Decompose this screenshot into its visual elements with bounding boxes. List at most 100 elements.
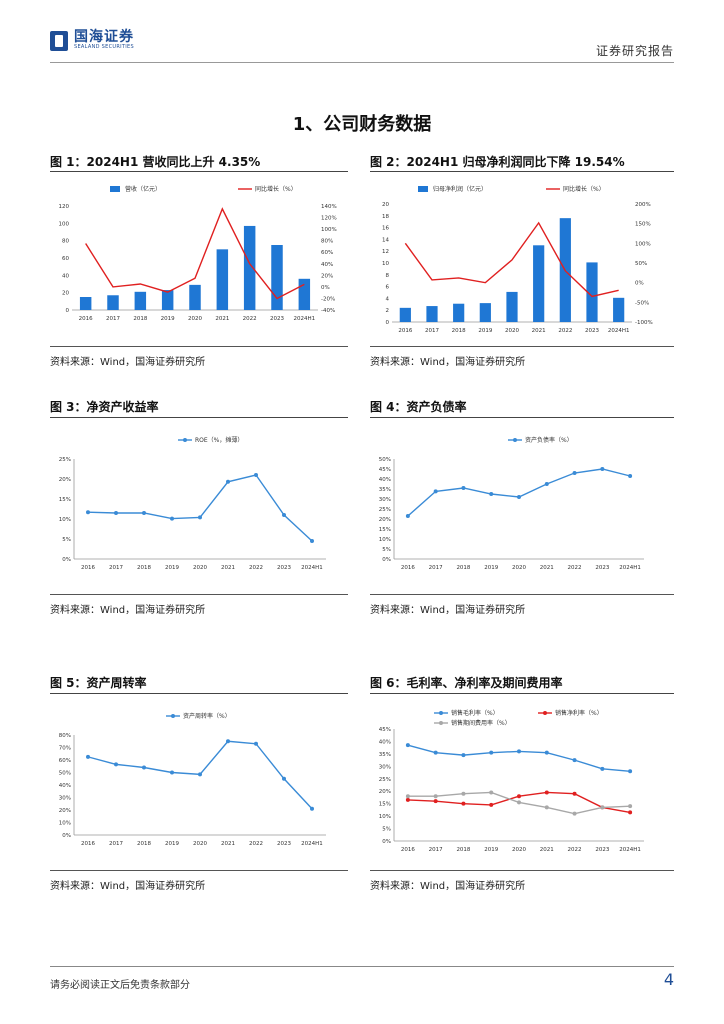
data-point [405, 797, 410, 802]
figure-2-title: 图 2：2024H1 归母净利润同比下降 19.54% [370, 155, 625, 169]
figure-3-bottom-rule [50, 594, 348, 595]
y-tick-label: 50% [379, 457, 391, 463]
data-point [544, 790, 549, 795]
figure-2-top-rule [370, 171, 674, 172]
y-tick-label: 40% [379, 477, 391, 483]
y-tick-label: 0% [382, 557, 391, 563]
y-tick-label: 35% [379, 752, 391, 758]
legend-label: 同比增长（%） [255, 185, 297, 193]
data-point [433, 750, 438, 755]
x-tick-label: 2016 [401, 847, 415, 853]
x-tick-label: 2016 [81, 841, 95, 847]
data-point [628, 769, 633, 774]
legend-label: 归母净利润（亿元） [433, 185, 487, 193]
bar [533, 245, 545, 322]
y-tick-label: 2 [386, 308, 390, 314]
x-tick-label: 2024H1 [294, 316, 316, 322]
y2-tick-label: 50% [635, 261, 647, 267]
data-point [433, 794, 438, 799]
x-tick-label: 2019 [161, 316, 175, 322]
data-point [198, 772, 202, 777]
x-tick-label: 2019 [165, 841, 179, 847]
y-tick-label: 10% [379, 814, 391, 820]
x-tick-label: 2021 [532, 328, 546, 334]
x-tick-label: 2017 [429, 847, 443, 853]
legend-label: 销售期间费用率（%） [451, 719, 511, 727]
x-tick-label: 2018 [456, 565, 470, 571]
x-tick-label: 2020 [193, 841, 207, 847]
y-tick-label: 18 [382, 214, 389, 220]
bar [134, 291, 147, 310]
y-tick-label: 25% [379, 507, 391, 513]
y-tick-label: 80% [59, 733, 71, 739]
chart-debt-ratio: 0% 5% 10% 15% 20% 25% 30% 35% 40% 45% 50% 2016 2017 2… [379, 436, 644, 571]
x-tick-label: 2024H1 [619, 565, 641, 571]
legend-label: 销售净利率（%） [555, 709, 603, 717]
company-logo: 国海证券 SEALAND SECURITIES [50, 30, 134, 51]
data-point [433, 489, 438, 494]
y-tick-label: 0 [66, 308, 70, 314]
bar [586, 262, 598, 322]
y-tick-label: 16 [382, 226, 389, 232]
data-point [226, 739, 230, 744]
legend-swatch [110, 186, 120, 192]
y2-tick-label: 0% [635, 281, 644, 287]
x-tick-label: 2017 [109, 565, 123, 571]
y-tick-label: 0% [62, 833, 71, 839]
data-point [489, 790, 494, 795]
x-tick-label: 2021 [221, 841, 235, 847]
y-tick-label: 15% [379, 527, 391, 533]
logo-cn-text: 国海证券 [74, 29, 134, 45]
figure-4-bottom-rule [370, 594, 674, 595]
data-point [86, 754, 90, 759]
y-tick-label: 0% [382, 839, 391, 845]
x-tick-label: 2018 [452, 328, 466, 334]
y-tick-label: 0% [62, 557, 71, 563]
bar [298, 278, 311, 310]
x-tick-label: 2024H1 [619, 847, 641, 853]
legend-marker [543, 711, 547, 715]
data-point [544, 805, 549, 810]
chart-asset-turnover: 0% 10% 20% 30% 40% 50% 60% 70% 80% 2016 2017 2018 20… [59, 712, 326, 847]
y-tick-label: 30% [59, 796, 71, 802]
legend-marker [183, 438, 187, 442]
y2-tick-label: 100% [321, 227, 337, 233]
bar [107, 295, 119, 310]
y-tick-label: 70% [59, 746, 71, 752]
x-tick-label: 2022 [249, 565, 263, 571]
y-tick-label: 100 [59, 221, 70, 227]
y-tick-label: 30% [379, 497, 391, 503]
x-tick-label: 2020 [193, 565, 207, 571]
logo-mark-icon [50, 30, 68, 51]
header-divider [50, 62, 674, 63]
x-tick-label: 2016 [81, 565, 95, 571]
y-tick-label: 8 [386, 273, 390, 279]
data-point [628, 474, 633, 478]
x-tick-label: 2016 [79, 316, 93, 322]
x-tick-label: 2021 [215, 316, 229, 322]
data-point [198, 515, 202, 520]
bar [189, 284, 201, 310]
data-point [544, 750, 549, 755]
bar [216, 249, 229, 310]
data-point [517, 749, 521, 754]
x-tick-label: 2024H1 [301, 841, 323, 847]
y2-tick-label: 80% [321, 239, 333, 245]
figure-2-source: 资料来源：Wind，国海证券研究所 [370, 357, 526, 368]
x-tick-label: 2017 [429, 565, 443, 571]
bar [506, 291, 518, 322]
x-tick-label: 2016 [401, 565, 415, 571]
chart-net-profit: 0 2 4 6 8 10 12 14 16 18 20 -100% -50% 0% 50% 100% 150% 2… [382, 185, 653, 334]
y-tick-label: 0 [386, 320, 390, 326]
figure-6-title: 图 6：毛利率、净利率及期间费用率 [370, 676, 563, 690]
y2-tick-label: 120% [321, 216, 337, 222]
figure-5-title: 图 5：资产周转率 [50, 676, 147, 690]
data-point [572, 791, 577, 796]
data-point [226, 479, 230, 484]
bar [453, 303, 465, 322]
x-tick-label: 2022 [243, 316, 257, 322]
legend-label: 同比增长（%） [563, 185, 605, 193]
data-point [489, 750, 494, 755]
legend-label: 资产周转率（%） [183, 712, 231, 720]
chart-roe: 0% 5% 10% 15% 20% 25% 2016 2017 2018 2019 2020 2021… [59, 436, 326, 571]
